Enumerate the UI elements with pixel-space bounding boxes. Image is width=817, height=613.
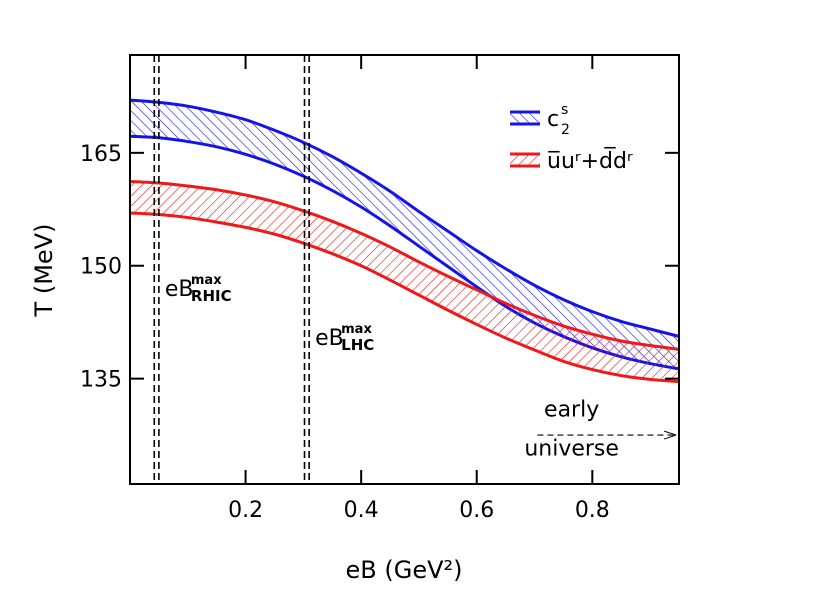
x-axis-ticks: 0.2 0.4 0.6 0.8 [228,55,610,523]
legend-label-sup: s [561,102,568,118]
x-tick-label: 0.8 [575,498,610,523]
y-tick-label: 150 [80,255,122,280]
band-upper-c2s [130,98,679,338]
legend-label-sub: 2 [561,122,570,138]
y-axis-ticks: 135 150 165 [80,142,679,393]
annotations-layer: early universe [524,397,677,461]
x-tick-label: 0.4 [344,498,379,523]
x-tick-label: 0.2 [228,498,263,523]
bands-layer [130,98,679,384]
legend-swatch-fill [510,154,540,166]
vertical-marker-sub: RHIC [191,287,232,305]
band-upper-uu_dd [130,179,679,351]
vertical-marker-label: eB [315,326,344,351]
x-axis-label: eB (GeV²) [346,556,463,584]
legend-swatch-fill [510,112,540,124]
vertical-marker-sup: max [191,273,222,288]
y-tick-label: 135 [80,368,122,393]
vertical-marker-sub: LHC [341,336,374,354]
y-axis-label: T (MeV) [30,224,58,318]
vertical-marker-label: eB [165,277,194,302]
band-lower-uu_dd [130,211,679,384]
legend-label: c [547,107,559,132]
plot-frame [129,54,680,485]
legend: c s 2 u̅uʳ+d̅dʳ [510,102,633,174]
y-tick-label: 165 [80,142,122,167]
legend-label: u̅uʳ+d̅dʳ [547,147,633,174]
annotation-text: universe [524,436,619,461]
vertical-marker-sup: max [341,322,372,337]
x-tick-label: 0.6 [459,498,494,523]
annotation-text: early [544,397,599,422]
